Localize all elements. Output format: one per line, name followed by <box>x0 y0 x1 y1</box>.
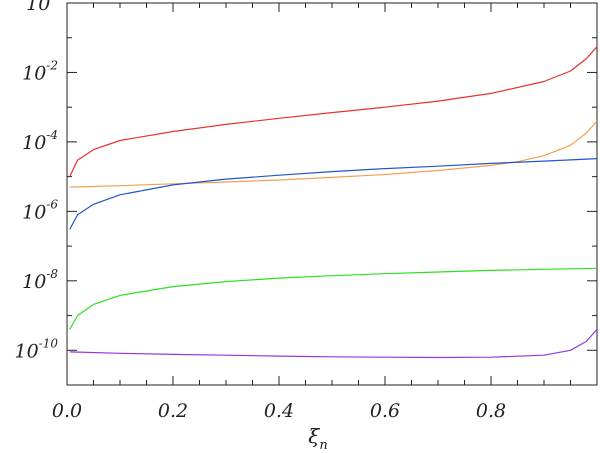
y-tick-label-exp: -4 <box>46 128 58 142</box>
x-axis-title: ξn <box>308 424 327 453</box>
y-tick-label-exp: -2 <box>46 58 58 72</box>
y-tick-label-base: 10 <box>14 340 38 362</box>
x-axis-title-main: ξ <box>308 424 320 448</box>
y-tick-label-base: 10 <box>22 132 46 154</box>
y-tick-label: 10-10 <box>14 336 58 362</box>
x-tick-label: 0.0 <box>52 400 82 422</box>
y-tick-label-exp: -8 <box>46 267 58 281</box>
series-line-4 <box>69 267 598 330</box>
y-tick-label-base: 10 <box>22 271 46 293</box>
y-tick-label-exp: -6 <box>46 197 58 211</box>
x-tick-label: 0.8 <box>476 400 506 422</box>
series-line-5 <box>69 329 598 359</box>
y-tick-label-base: 10 <box>22 201 46 223</box>
y-tick-label: 10-2 <box>22 58 58 84</box>
y-tick-label-exp: -10 <box>39 336 59 350</box>
x-tick-label: 0.2 <box>158 400 188 422</box>
y-tick-label: 10-4 <box>22 128 58 154</box>
y-tick-label-base: 10 <box>26 0 50 15</box>
series-line-3 <box>69 158 598 230</box>
x-tick-label: 0.6 <box>370 400 400 422</box>
y-tick-label-base: 10 <box>22 62 46 84</box>
y-tick-label-exp: 0 <box>50 0 58 3</box>
tick-labels: 0.00.20.40.60.810010-210-410-610-810-10 <box>14 0 506 422</box>
plot-frame <box>66 2 598 386</box>
series-line-2 <box>69 120 598 188</box>
x-axis-title-sub: n <box>319 438 327 453</box>
y-tick-label: 10-6 <box>22 197 58 223</box>
series-line-1 <box>69 46 598 177</box>
series-group <box>69 46 598 359</box>
x-tick-label: 0.4 <box>264 400 294 422</box>
y-tick-label: 100 <box>26 0 58 15</box>
axes <box>66 2 598 386</box>
y-tick-label: 10-8 <box>22 267 58 293</box>
